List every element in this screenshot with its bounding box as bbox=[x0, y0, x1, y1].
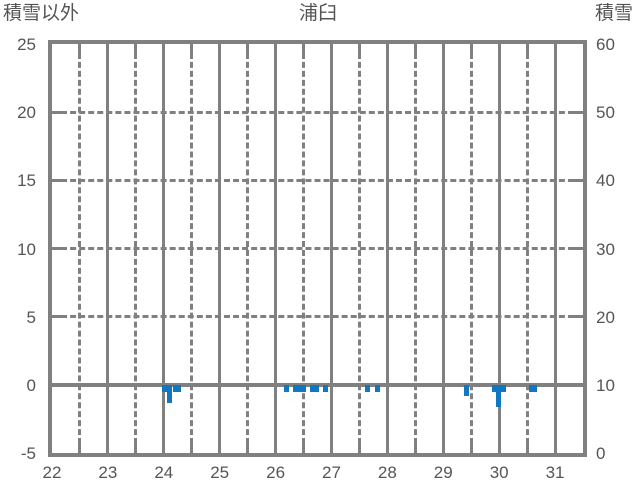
x-axis-label: 23 bbox=[98, 463, 118, 482]
axis-tick-x bbox=[553, 442, 557, 453]
axis-tick-x bbox=[385, 44, 389, 55]
bar bbox=[529, 384, 535, 393]
axis-tick-x bbox=[218, 44, 222, 55]
axis-tick-x bbox=[413, 442, 417, 453]
axis-tick-x bbox=[469, 442, 473, 453]
axis-tick-y bbox=[573, 383, 583, 387]
axis-tick-x bbox=[525, 442, 529, 453]
axis-tick-x bbox=[302, 442, 306, 453]
x-axis-label: 26 bbox=[266, 463, 286, 482]
axis-tick-x bbox=[78, 442, 82, 453]
y-axis-label-right: 30 bbox=[596, 239, 615, 259]
axis-tick-y bbox=[52, 178, 62, 182]
bar bbox=[176, 384, 182, 393]
axis-tick-x bbox=[357, 44, 361, 55]
axis-tick-x bbox=[190, 442, 194, 453]
bar bbox=[166, 384, 172, 403]
axis-tick-x bbox=[441, 442, 445, 453]
axis-tick-x bbox=[302, 44, 306, 55]
axis-tick-x bbox=[162, 44, 166, 55]
plot-inner bbox=[52, 44, 583, 453]
axis-tick-x bbox=[497, 442, 501, 453]
axis-tick-y bbox=[573, 247, 583, 250]
bar bbox=[293, 384, 299, 393]
plot-area bbox=[48, 40, 587, 457]
y-axis-label-left: 5 bbox=[26, 307, 36, 327]
axis-tick-x bbox=[274, 442, 278, 453]
y-axis-label-left: 15 bbox=[17, 171, 36, 191]
axis-tick-x bbox=[134, 442, 138, 453]
axis-tick-x bbox=[329, 44, 333, 55]
axis-tick-y bbox=[573, 315, 583, 319]
axis-tick-x bbox=[525, 44, 529, 55]
axis-tick-x bbox=[246, 442, 250, 453]
bar bbox=[301, 384, 307, 393]
bar bbox=[298, 384, 304, 393]
axis-tick-x bbox=[413, 44, 417, 55]
y-axis-label-left: 0 bbox=[26, 375, 36, 395]
bar bbox=[314, 384, 320, 393]
bar bbox=[284, 384, 290, 393]
x-axis-label: 24 bbox=[154, 463, 174, 482]
page-title: 浦臼 bbox=[298, 3, 337, 24]
bar bbox=[309, 384, 315, 393]
y-axis-label-left: 10 bbox=[17, 239, 36, 259]
axis-tick-x bbox=[329, 442, 333, 453]
axis-tick-y bbox=[52, 383, 62, 387]
axis-tick-y bbox=[52, 110, 62, 114]
bar bbox=[464, 384, 470, 396]
y-axis-label-left: -5 bbox=[20, 444, 36, 463]
bar bbox=[173, 384, 179, 393]
x-axis-label: 31 bbox=[545, 463, 565, 482]
axis-tick-x bbox=[246, 44, 250, 55]
axis-tick-x bbox=[78, 44, 82, 55]
axis-tick-x bbox=[441, 44, 445, 55]
bar bbox=[365, 384, 371, 393]
axis-tick-y bbox=[573, 110, 583, 114]
axis-tick-x bbox=[553, 44, 557, 55]
axis-tick-y bbox=[573, 178, 583, 182]
axis-tick-y bbox=[52, 315, 62, 319]
bar bbox=[492, 384, 498, 393]
axis-tick-x bbox=[469, 44, 473, 55]
left-axis-title: 積雪以外 bbox=[3, 3, 80, 24]
bar bbox=[501, 384, 507, 393]
axis-tick-x bbox=[134, 44, 138, 55]
y-axis-label-right: 10 bbox=[596, 375, 615, 395]
axis-tick-x bbox=[190, 44, 194, 55]
y-axis-label-right: 60 bbox=[596, 35, 615, 54]
axis-tick-x bbox=[106, 44, 110, 55]
gridline-horizontal bbox=[52, 315, 583, 319]
axis-tick-x bbox=[274, 44, 278, 55]
x-axis-label: 29 bbox=[433, 463, 453, 482]
y-axis-label-left: 20 bbox=[17, 103, 36, 123]
axis-tick-x bbox=[357, 442, 361, 453]
y-axis-label-right: 40 bbox=[596, 171, 615, 191]
x-axis-label: 22 bbox=[42, 463, 62, 482]
bar bbox=[323, 384, 329, 393]
axis-tick-x bbox=[497, 44, 501, 55]
bar bbox=[495, 384, 501, 408]
x-axis-label: 25 bbox=[210, 463, 230, 482]
gridline-horizontal bbox=[52, 247, 583, 250]
gridline-horizontal bbox=[52, 110, 583, 114]
bar bbox=[532, 384, 538, 393]
right-axis-title: 積雪 bbox=[594, 3, 633, 24]
x-axis-label: 27 bbox=[322, 463, 341, 482]
axis-tick-x bbox=[162, 442, 166, 453]
y-axis-label-right: 0 bbox=[596, 444, 606, 463]
axis-tick-x bbox=[106, 442, 110, 453]
y-axis-label-right: 50 bbox=[596, 103, 615, 123]
y-axis-label-left: 25 bbox=[17, 35, 36, 54]
x-axis-label: 28 bbox=[377, 463, 397, 482]
y-axis-label-right: 20 bbox=[596, 307, 615, 327]
bar bbox=[375, 384, 381, 393]
gridline-horizontal bbox=[52, 178, 583, 182]
axis-tick-x bbox=[385, 442, 389, 453]
axis-tick-x bbox=[218, 442, 222, 453]
x-axis-label: 30 bbox=[489, 463, 509, 482]
axis-tick-y bbox=[52, 247, 62, 250]
